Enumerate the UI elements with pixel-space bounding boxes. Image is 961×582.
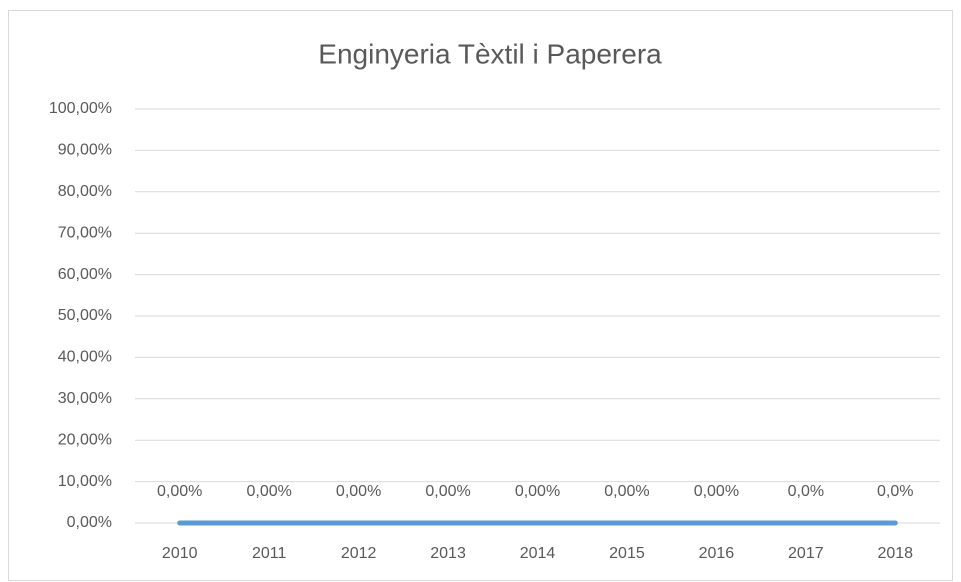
- y-tick-label: 30,00%: [58, 390, 112, 407]
- x-tick-label: 2017: [788, 545, 824, 562]
- y-tick-label: 40,00%: [58, 349, 112, 366]
- y-tick-label: 60,00%: [58, 266, 112, 283]
- x-tick-label: 2012: [341, 545, 377, 562]
- data-label: 0,00%: [336, 483, 381, 500]
- data-label: 0,00%: [246, 483, 291, 500]
- y-tick-label: 10,00%: [58, 473, 112, 490]
- y-tick-label: 90,00%: [58, 142, 112, 159]
- y-tick-label: 50,00%: [58, 307, 112, 324]
- data-label: 0,00%: [604, 483, 649, 500]
- data-label: 0,00%: [515, 483, 560, 500]
- data-label: 0,00%: [157, 483, 202, 500]
- y-tick-label: 80,00%: [58, 183, 112, 200]
- y-tick-label: 0,00%: [67, 514, 112, 531]
- x-tick-label: 2016: [699, 545, 735, 562]
- x-tick-label: 2014: [520, 545, 556, 562]
- x-tick-label: 2013: [430, 545, 466, 562]
- data-label: 0,0%: [788, 483, 824, 500]
- chart-border: [8, 10, 953, 581]
- x-tick-label: 2018: [877, 545, 913, 562]
- chart-title: Enginyeria Tèxtil i Paperera: [318, 38, 662, 69]
- x-tick-label: 2015: [609, 545, 645, 562]
- data-label: 0,00%: [694, 483, 739, 500]
- y-tick-label: 70,00%: [58, 224, 112, 241]
- data-label: 0,00%: [425, 483, 470, 500]
- y-tick-label: 100,00%: [49, 100, 112, 117]
- y-tick-label: 20,00%: [58, 431, 112, 448]
- data-label: 0,0%: [877, 483, 913, 500]
- x-tick-label: 2011: [252, 545, 287, 562]
- x-tick-label: 2010: [162, 545, 198, 562]
